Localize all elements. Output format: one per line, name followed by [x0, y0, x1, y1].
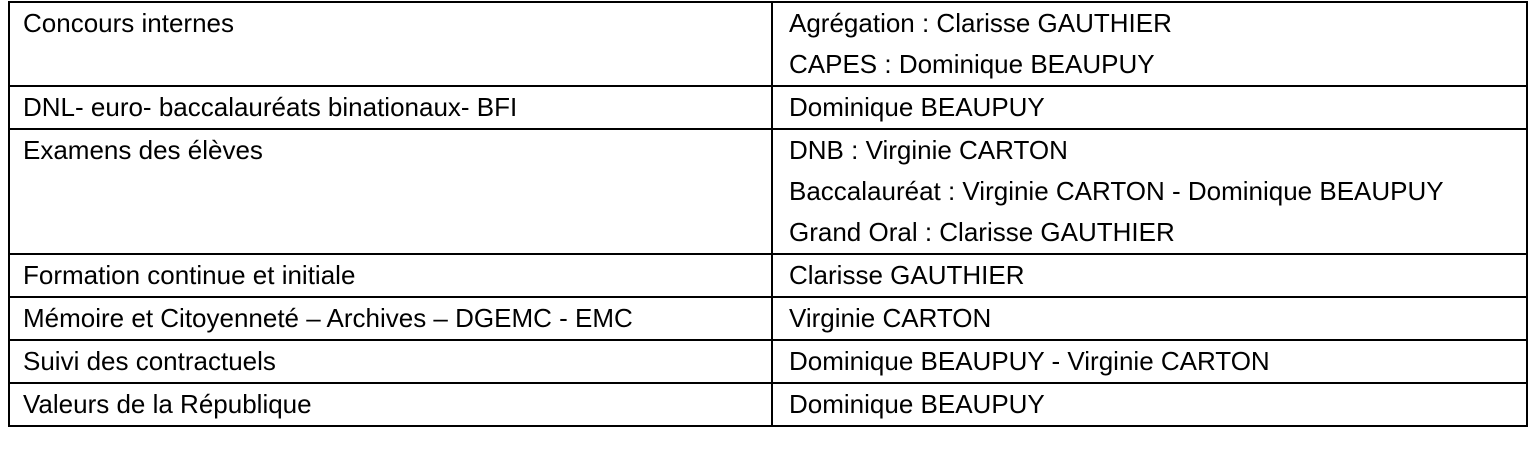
contact-line: Dominique BEAUPUY — [789, 389, 1045, 419]
contact-line: DNB : Virginie CARTON — [789, 135, 1068, 165]
domain-cell: Valeurs de la République — [8, 382, 773, 427]
table-row: Examens des élèves DNB : Virginie CARTON B… — [8, 128, 1528, 255]
table-row: DNL- euro- baccalauréats binationaux- BF… — [8, 85, 1528, 130]
contacts-cell: Dominique BEAUPUY — [771, 382, 1528, 427]
contact-line: Virginie CARTON — [789, 303, 992, 333]
contacts-cell: DNB : Virginie CARTON Baccalauréat : Virg… — [771, 128, 1528, 255]
contact-line: Grand Oral : Clarisse GAUTHIER — [789, 217, 1175, 247]
table-row: Suivi des contractuels Dominique BEAUPUY … — [8, 339, 1528, 384]
contacts-cell: Virginie CARTON — [771, 296, 1528, 341]
table-row: Valeurs de la République Dominique BEAUPU… — [8, 382, 1528, 427]
domain-cell: Concours internes — [8, 1, 773, 87]
contacts-cell: Agrégation : Clarisse GAUTHIER CAPES : Do… — [771, 1, 1528, 87]
contact-line: Dominique BEAUPUY — [789, 92, 1045, 122]
responsibilities-table: Concours internes Agrégation : Clarisse G… — [8, 1, 1528, 427]
table-row: Formation continue et initiale Clarisse G… — [8, 253, 1528, 298]
domain-cell: Suivi des contractuels — [8, 339, 773, 384]
table-row: Concours internes Agrégation : Clarisse G… — [8, 1, 1528, 87]
contact-line: Agrégation : Clarisse GAUTHIER — [789, 8, 1172, 38]
domain-cell: Examens des élèves — [8, 128, 773, 255]
domain-cell: DNL- euro- baccalauréats binationaux- BF… — [8, 85, 773, 130]
contact-line: Dominique BEAUPUY - Virginie CARTON — [789, 346, 1270, 376]
domain-cell: Mémoire et Citoyenneté – Archives – DGEM… — [8, 296, 773, 341]
contacts-cell: Clarisse GAUTHIER — [771, 253, 1528, 298]
table-body: Concours internes Agrégation : Clarisse G… — [8, 1, 1528, 427]
contacts-cell: Dominique BEAUPUY — [771, 85, 1528, 130]
contacts-cell: Dominique BEAUPUY - Virginie CARTON — [771, 339, 1528, 384]
table-row: Mémoire et Citoyenneté – Archives – DGEM… — [8, 296, 1528, 341]
contact-line: Clarisse GAUTHIER — [789, 260, 1025, 290]
domain-cell: Formation continue et initiale — [8, 253, 773, 298]
contact-line: Baccalauréat : Virginie CARTON - Dominiq… — [789, 176, 1444, 206]
contact-line: CAPES : Dominique BEAUPUY — [789, 49, 1155, 79]
